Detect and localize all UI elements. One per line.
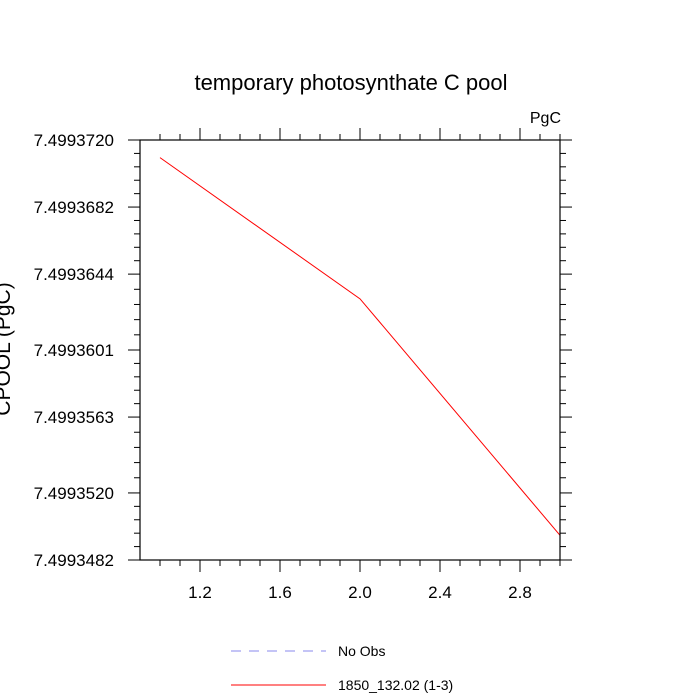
- x-tick-label: 2.4: [428, 583, 452, 602]
- legend-label: No Obs: [338, 643, 385, 659]
- units-label: PgC: [530, 110, 561, 127]
- y-tick-label: 7.4993682: [34, 198, 114, 217]
- plot-frame: [139, 139, 561, 561]
- y-tick-label: 7.4993563: [34, 408, 114, 427]
- x-tick-label: 1.2: [188, 583, 212, 602]
- y-tick-label: 7.4993520: [34, 484, 114, 503]
- x-tick-label: 1.6: [268, 583, 292, 602]
- legend-label: 1850_132.02 (1-3): [338, 677, 453, 693]
- y-tick-label: 7.4993644: [34, 265, 114, 284]
- y-tick-label: 7.4993720: [34, 131, 114, 150]
- chart-title: temporary photosynthate C pool: [194, 70, 507, 95]
- y-tick-label: 7.4993482: [34, 551, 114, 570]
- legend: No Obs 1850_132.02 (1-3): [231, 643, 453, 693]
- y-axis-label: CPOOL (PgC): [0, 282, 15, 415]
- x-tick-label: 2.0: [348, 583, 372, 602]
- plot-series: [159, 157, 561, 536]
- series-line: [159, 157, 561, 536]
- x-tick-label: 2.8: [508, 583, 532, 602]
- axis-ticks: [128, 128, 572, 572]
- axis-tick-labels: 1.2 1.6 2.0 2.4 2.8 7.4993482 7.4993520 7.49935…: [34, 131, 532, 602]
- y-tick-label: 7.4993601: [34, 341, 114, 360]
